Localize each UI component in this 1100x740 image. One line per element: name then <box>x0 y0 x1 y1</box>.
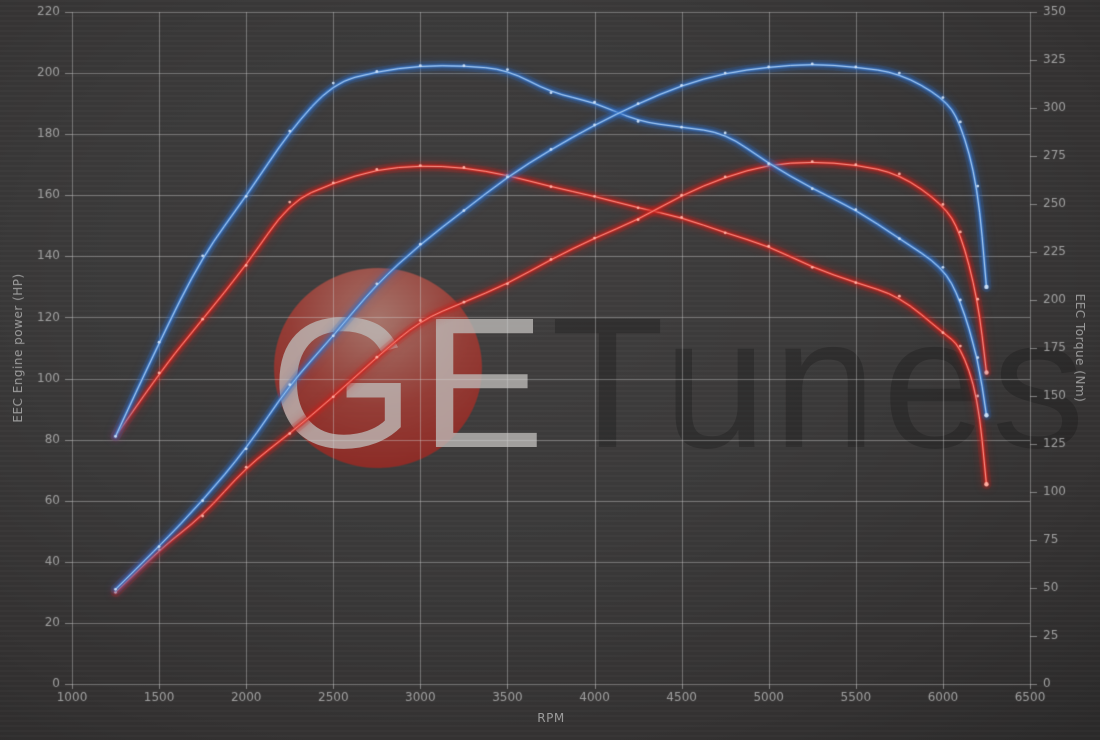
x-axis-title: RPM <box>537 711 565 725</box>
y-axis-left-title: EEC Engine power (HP) <box>11 273 25 423</box>
y-axis-right-title: EEC Torque (Nm) <box>1073 293 1087 403</box>
